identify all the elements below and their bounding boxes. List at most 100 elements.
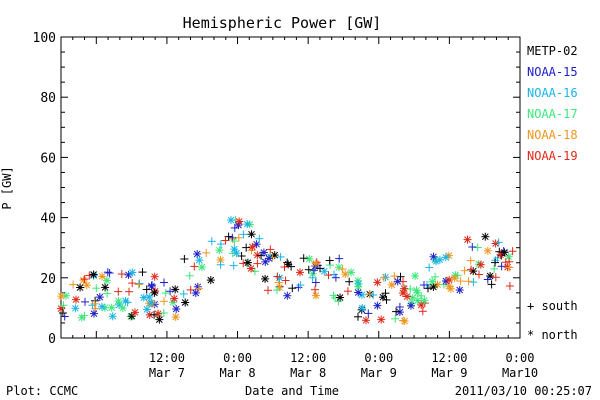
data-point bbox=[377, 315, 386, 324]
data-point bbox=[441, 253, 450, 262]
data-point bbox=[166, 287, 175, 296]
x-tick-date-label: Mar 8 bbox=[290, 366, 326, 380]
marker-legend-entry: + south bbox=[527, 299, 578, 313]
data-point bbox=[273, 272, 282, 281]
data-point bbox=[429, 252, 438, 261]
data-point bbox=[135, 279, 144, 288]
x-tick-date-label: Mar 7 bbox=[149, 366, 185, 380]
data-point bbox=[483, 246, 492, 255]
data-point bbox=[58, 309, 67, 317]
data-point bbox=[105, 269, 114, 277]
data-point bbox=[159, 309, 168, 317]
data-point bbox=[391, 314, 400, 323]
data-point bbox=[381, 289, 390, 298]
x-tick-time-label: 0:00 bbox=[506, 351, 535, 365]
data-point bbox=[467, 265, 476, 274]
y-tick-label: 0 bbox=[48, 332, 56, 347]
data-point bbox=[143, 305, 151, 314]
data-point bbox=[150, 288, 159, 297]
data-point bbox=[239, 259, 248, 268]
data-point bbox=[252, 240, 261, 249]
footer-left: Plot: CCMC bbox=[6, 384, 78, 398]
data-point bbox=[365, 290, 374, 299]
data-point bbox=[202, 248, 211, 257]
data-point bbox=[150, 272, 159, 281]
data-point bbox=[206, 276, 215, 285]
data-point bbox=[103, 289, 112, 298]
data-point bbox=[128, 268, 137, 277]
data-point bbox=[320, 267, 329, 276]
data-point bbox=[354, 312, 362, 321]
data-point bbox=[358, 304, 367, 312]
data-point bbox=[253, 259, 262, 268]
data-point bbox=[90, 309, 98, 318]
x-tick-time-label: 12:00 bbox=[149, 351, 185, 365]
data-point bbox=[490, 264, 499, 273]
data-point bbox=[491, 273, 500, 282]
data-point bbox=[147, 299, 155, 307]
plot-frame bbox=[60, 36, 521, 339]
data-point bbox=[230, 245, 239, 254]
data-point bbox=[308, 273, 317, 282]
data-point bbox=[160, 297, 168, 306]
data-point bbox=[283, 258, 292, 267]
data-point bbox=[494, 238, 503, 247]
data-point bbox=[475, 270, 483, 279]
data-point bbox=[354, 288, 363, 297]
data-point bbox=[469, 278, 478, 287]
x-tick-date-label: Mar 8 bbox=[219, 366, 255, 380]
data-point bbox=[274, 278, 283, 287]
data-point bbox=[181, 298, 190, 307]
data-point bbox=[77, 313, 86, 322]
data-point bbox=[230, 237, 239, 246]
data-point bbox=[379, 273, 388, 282]
data-point bbox=[283, 291, 292, 300]
data-point bbox=[255, 234, 264, 243]
data-point bbox=[334, 263, 343, 272]
data-point bbox=[387, 280, 396, 289]
y-tick-label: 60 bbox=[40, 151, 56, 166]
data-point bbox=[362, 316, 370, 325]
data-point bbox=[382, 295, 391, 304]
data-point bbox=[207, 237, 216, 246]
data-point bbox=[191, 289, 200, 297]
data-point bbox=[390, 272, 399, 281]
data-point bbox=[463, 235, 472, 244]
data-point bbox=[266, 245, 275, 254]
data-point bbox=[171, 285, 180, 294]
data-point bbox=[107, 303, 116, 312]
data-point bbox=[89, 270, 98, 279]
data-point bbox=[273, 286, 281, 295]
data-point bbox=[276, 252, 285, 261]
data-point bbox=[117, 270, 126, 278]
data-point bbox=[72, 295, 80, 304]
data-point bbox=[338, 265, 347, 273]
data-point bbox=[400, 317, 409, 326]
data-point bbox=[476, 260, 485, 269]
data-point bbox=[80, 275, 89, 284]
x-tick-time-label: 0:00 bbox=[364, 351, 393, 365]
y-axis-label: P [GW] bbox=[0, 166, 14, 209]
data-point bbox=[336, 293, 345, 302]
data-point bbox=[456, 277, 465, 286]
data-point bbox=[160, 278, 168, 287]
data-point bbox=[114, 287, 123, 296]
data-point bbox=[304, 265, 313, 274]
data-point bbox=[114, 297, 123, 306]
data-point bbox=[127, 312, 136, 321]
data-point bbox=[76, 283, 85, 292]
data-point bbox=[431, 272, 440, 281]
data-point bbox=[373, 301, 382, 310]
marker-legend: + south * north bbox=[527, 299, 578, 342]
data-point bbox=[481, 232, 490, 241]
data-point bbox=[450, 274, 459, 283]
legend-entry: METP-02 bbox=[527, 44, 578, 58]
data-point bbox=[400, 284, 409, 293]
data-point bbox=[261, 274, 270, 283]
data-point bbox=[134, 280, 143, 289]
data-point bbox=[466, 256, 475, 265]
data-point bbox=[171, 313, 180, 321]
data-point bbox=[487, 280, 496, 289]
